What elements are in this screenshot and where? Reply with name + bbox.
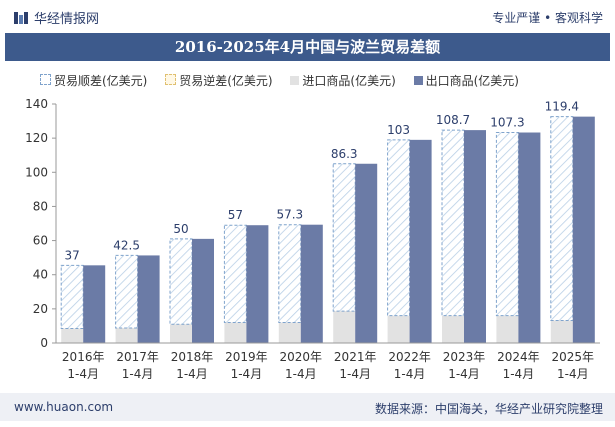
bar-imports: [278, 322, 301, 343]
bar-exports: [137, 255, 160, 343]
x-tick-label-sub: 1-4月: [557, 367, 589, 381]
y-tick-label: 60: [33, 234, 48, 248]
x-tick-label: 2025年: [552, 350, 595, 364]
x-tick-label-sub: 1-4月: [394, 367, 426, 381]
data-labels: 37 42.5 50 57 57.3 86.3 103 108.7 107.3 119.4: [65, 100, 579, 263]
brand: 华经情报网: [14, 8, 99, 27]
x-tick-label: 2021年: [334, 350, 377, 364]
legend-swatch-exports: [413, 76, 423, 85]
legend-label-imports: 进口商品(亿美元): [302, 74, 396, 88]
bar-surplus: [495, 132, 519, 317]
x-tick-label: 2022年: [388, 350, 431, 364]
y-tick-label: 80: [33, 199, 48, 213]
x-tick-label-sub: 1-4月: [448, 367, 480, 381]
bar-imports: [115, 327, 138, 343]
bar-exports: [83, 265, 106, 343]
bar-surplus: [332, 163, 356, 312]
bar-imports: [61, 328, 84, 343]
data-label: 57: [228, 208, 243, 222]
x-tick-label: 2018年: [171, 350, 214, 364]
brand-logo-icon: [14, 12, 28, 24]
y-tick-label: 100: [25, 165, 48, 179]
brand-name: 华经情报网: [34, 12, 100, 27]
legend-swatch-deficit: [165, 74, 177, 85]
data-label: 107.3: [490, 116, 524, 130]
bar-surplus: [278, 224, 302, 324]
title-bar: 2016-2025年4月中国与波兰贸易差额: [5, 33, 610, 61]
legend-label-surplus: 贸易顺差(亿美元): [54, 74, 148, 88]
legend-item-exports: 出口商品(亿美元): [413, 72, 519, 89]
footer: www.huaon.com 数据来源：中国海关，华经产业研究院整理: [0, 393, 615, 421]
y-axis: 0 20 40 60 80 100 120 140: [25, 97, 57, 350]
bar-surplus: [115, 254, 139, 329]
bar-exports: [572, 116, 595, 343]
bar-imports: [496, 315, 519, 343]
x-tick-label-sub: 1-4月: [339, 367, 371, 381]
legend-item-imports: 进口商品(亿美元): [290, 72, 396, 89]
bar-exports: [355, 163, 378, 343]
x-tick-label-sub: 1-4月: [122, 367, 154, 381]
footer-source: 数据来源：中国海关，华经产业研究院整理: [374, 402, 603, 416]
legend-item-surplus: 贸易顺差(亿美元): [40, 72, 147, 89]
bar-exports: [300, 224, 323, 343]
chart-title: 2016-2025年4月中国与波兰贸易差额: [174, 38, 441, 56]
x-tick-label: 2024年: [497, 350, 540, 364]
y-tick-label: 20: [33, 302, 48, 316]
legend-label-exports: 出口商品(亿美元): [425, 74, 519, 88]
bar-imports: [442, 315, 464, 343]
data-label: 103: [387, 123, 410, 137]
bar-surplus: [60, 264, 84, 329]
bars: [60, 116, 595, 343]
x-tick-label: 2017年: [116, 350, 159, 364]
data-label: 57.3: [276, 208, 303, 222]
data-label: 108.7: [436, 113, 470, 127]
x-tick-label-sub: 1-4月: [285, 367, 317, 381]
y-tick-label: 0: [40, 336, 48, 350]
data-label: 50: [173, 222, 188, 236]
legend-item-deficit: 贸易逆差(亿美元): [165, 72, 273, 89]
legend-swatch-imports: [290, 76, 300, 85]
data-label: 37: [65, 248, 80, 262]
x-tick-label-sub: 1-4月: [503, 367, 535, 381]
bar-exports: [192, 238, 214, 343]
tagline: 专业严谨 • 客观科学: [492, 11, 603, 25]
bar-exports: [464, 130, 486, 343]
y-tick-label: 40: [33, 268, 48, 282]
x-tick-label-sub: 1-4月: [231, 367, 263, 381]
x-tick-label: 2023年: [443, 350, 486, 364]
x-tick-label-sub: 1-4月: [67, 367, 99, 381]
bar-imports: [387, 315, 410, 343]
bar-imports: [224, 322, 247, 343]
x-axis: 2016年 1-4月 2017年 1-4月 2018年 1-4月 2019年 1-4月 2020…: [56, 342, 600, 381]
data-label: 86.3: [331, 147, 358, 161]
x-tick-label-sub: 1-4月: [176, 367, 208, 381]
legend-label-deficit: 贸易逆差(亿美元): [179, 74, 273, 88]
bar-surplus: [550, 116, 574, 321]
y-tick-label: 140: [25, 97, 48, 111]
x-tick-label: 2019年: [225, 350, 268, 364]
bar-surplus: [169, 238, 193, 325]
bar-surplus: [441, 129, 465, 317]
y-tick-label: 120: [25, 131, 48, 145]
bar-imports: [550, 320, 573, 343]
bar-imports: [170, 324, 192, 343]
bar-exports: [409, 139, 432, 343]
legend-swatch-surplus: [40, 74, 51, 85]
data-label: 119.4: [545, 100, 579, 114]
x-tick-label: 2016年: [62, 350, 105, 364]
legend: 贸易顺差(亿美元) 贸易逆差(亿美元) 进口商品(亿美元) 出口商品(亿美元): [40, 72, 533, 89]
bar-exports: [246, 225, 269, 343]
top-bar: 华经情报网 专业严谨 • 客观科学: [0, 0, 615, 33]
data-label: 42.5: [113, 238, 140, 252]
bar-imports: [333, 311, 356, 343]
bar-surplus: [387, 139, 411, 317]
bar-exports: [518, 132, 541, 343]
footer-site: www.huaon.com: [14, 400, 114, 414]
x-tick-label: 2020年: [280, 350, 323, 364]
bar-surplus: [223, 224, 247, 324]
